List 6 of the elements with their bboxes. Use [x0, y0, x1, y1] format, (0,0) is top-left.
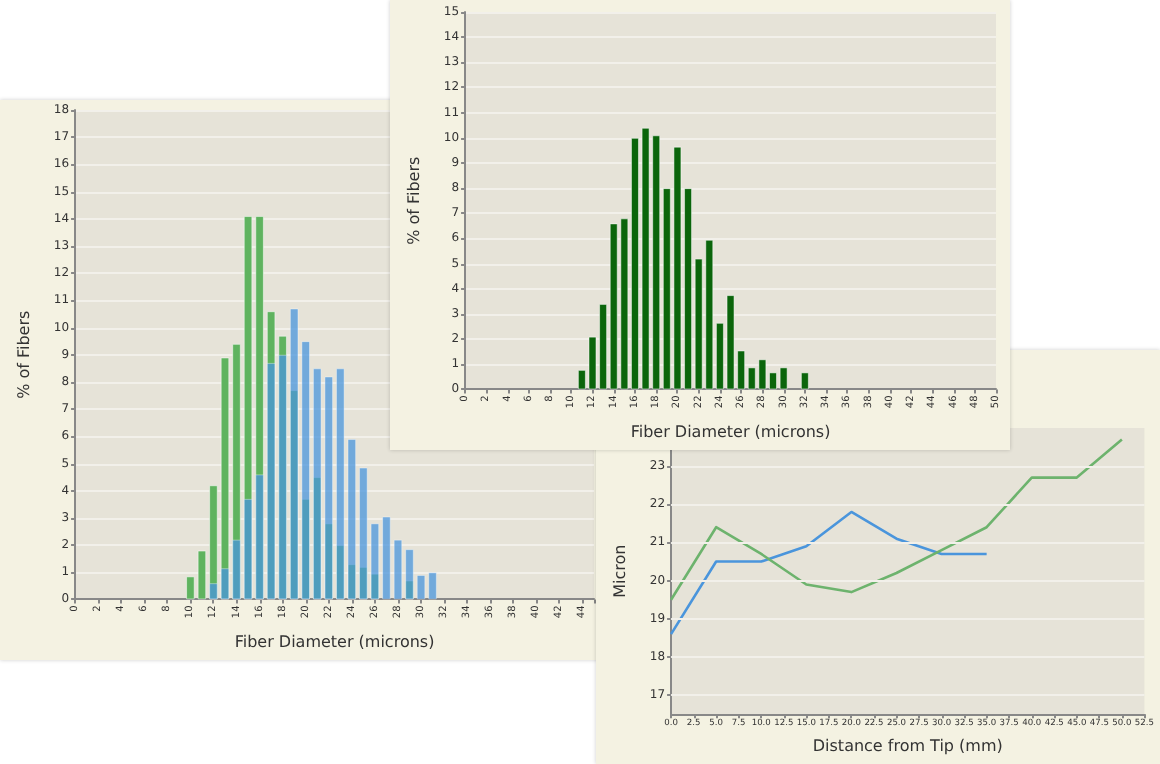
y-axis-title: Micron: [611, 544, 629, 598]
x-axis-title: Fiber Diameter (microns): [234, 633, 435, 651]
y-axis-title: % of Fibers: [405, 156, 423, 245]
x-axis-title: Distance from Tip (mm): [812, 737, 1003, 755]
y-axis-title: % of Fibers: [15, 310, 33, 399]
x-axis-title: Fiber Diameter (microns): [630, 423, 831, 441]
